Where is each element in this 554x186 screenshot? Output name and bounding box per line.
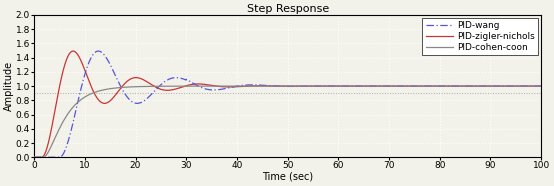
PID-wang <box>538 85 545 87</box>
PID-cohen-coon <box>361 85 367 87</box>
PID-wang <box>123 95 130 97</box>
PID-wang <box>335 85 342 87</box>
PID-zigler-nichols <box>538 85 545 87</box>
PID-wang <box>409 85 416 87</box>
PID-cohen-coon <box>538 85 545 87</box>
Line: PID-zigler-nichols: PID-zigler-nichols <box>34 51 541 157</box>
Y-axis label: Amplitude: Amplitude <box>4 61 14 111</box>
PID-zigler-nichols <box>70 50 76 52</box>
PID-wang <box>361 85 367 87</box>
PID-cohen-coon <box>335 85 342 87</box>
PID-wang <box>95 50 101 52</box>
PID-zigler-nichols <box>31 156 38 158</box>
PID-cohen-coon <box>31 156 38 158</box>
Line: PID-cohen-coon: PID-cohen-coon <box>34 86 541 157</box>
Title: Step Response: Step Response <box>247 4 329 14</box>
PID-cohen-coon <box>409 85 416 87</box>
PID-zigler-nichols <box>409 85 416 87</box>
PID-cohen-coon <box>123 86 130 88</box>
PID-zigler-nichols <box>123 81 130 83</box>
Legend: PID-wang, PID-zigler-nichols, PID-cohen-coon: PID-wang, PID-zigler-nichols, PID-cohen-… <box>422 18 538 55</box>
PID-wang <box>448 85 454 87</box>
PID-wang <box>31 156 38 158</box>
PID-wang <box>224 87 231 89</box>
PID-cohen-coon <box>448 85 454 87</box>
X-axis label: Time (sec): Time (sec) <box>262 172 313 182</box>
PID-zigler-nichols <box>361 85 367 87</box>
Line: PID-wang: PID-wang <box>34 51 541 157</box>
PID-zigler-nichols <box>448 85 454 87</box>
PID-cohen-coon <box>224 85 231 87</box>
PID-zigler-nichols <box>335 85 342 87</box>
PID-zigler-nichols <box>224 86 231 88</box>
